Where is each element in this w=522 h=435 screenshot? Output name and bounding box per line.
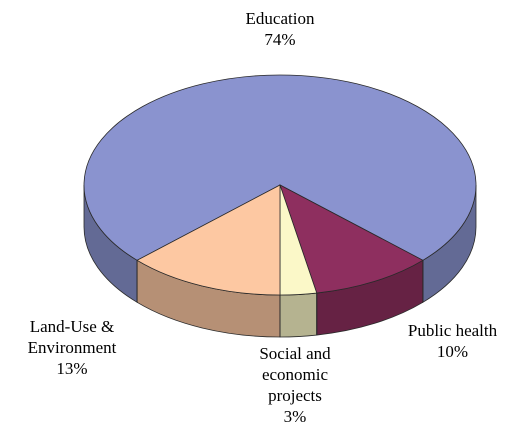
label-social-line-3: projects: [268, 386, 322, 405]
label-social-value: 3%: [283, 407, 307, 426]
label-education-value: 74%: [264, 30, 296, 49]
label-social-economic: Social and economic projects 3%: [230, 343, 360, 427]
label-land-use: Land-Use & Environment 13%: [2, 316, 142, 379]
label-land-use-line-1: Land-Use &: [29, 317, 115, 336]
label-land-use-line-2: Environment: [27, 338, 117, 357]
label-education-name: Education: [245, 9, 315, 28]
label-public-health: Public health 10%: [385, 320, 520, 362]
slice-land-use-environment: [136, 184, 281, 296]
label-social-line-1: Social and: [259, 344, 331, 363]
label-education: Education 74%: [200, 8, 360, 50]
side-social-and-economic-projects: [279, 292, 318, 338]
label-public-health-name: Public health: [407, 321, 498, 340]
slice-education: [83, 74, 477, 261]
label-social-line-2: economic: [261, 365, 329, 384]
slice-public-health: [279, 184, 424, 294]
label-public-health-value: 10%: [436, 342, 469, 361]
label-land-use-value: 13%: [56, 359, 88, 378]
